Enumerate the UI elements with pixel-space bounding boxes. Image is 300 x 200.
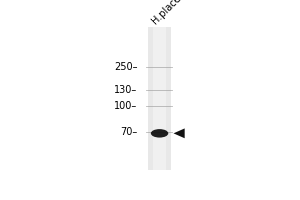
Text: 250–: 250– [114,62,137,72]
Text: 130–: 130– [114,85,137,95]
Bar [153,27,166,170]
Bar [148,27,171,170]
Text: 100–: 100– [114,101,137,111]
Ellipse shape [151,129,168,138]
Text: H.placenta: H.placenta [150,0,194,26]
Polygon shape [173,128,185,138]
Text: 70–: 70– [120,127,137,137]
